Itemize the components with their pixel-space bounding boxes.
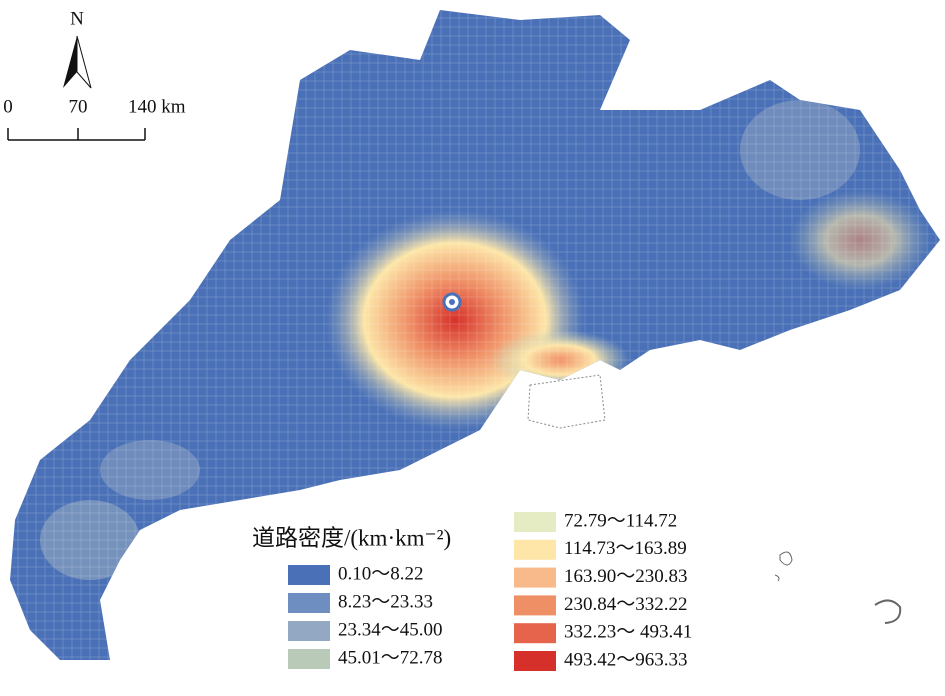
scale-label: 0 [3,96,13,117]
hong-kong-macao-area [527,374,606,429]
city-marker-dot [449,299,455,305]
legend-label: 114.73～163.89 [564,538,687,559]
legend-swatch [514,539,556,560]
legend-label: 493.42～963.33 [564,649,688,670]
legend-swatch [514,567,556,588]
legend-swatch [514,623,556,644]
legend-label: 8.23～23.33 [338,591,433,612]
legend-label: 72.79～114.72 [564,510,677,531]
legend-label: 0.10～8.22 [338,563,424,584]
legend-label: 163.90～230.83 [564,566,688,587]
arrow-right [76,35,92,89]
legend-swatch [514,595,556,616]
legend-title: 道路密度/(km·km⁻²) [252,525,451,550]
scale-bar [7,128,146,141]
legend-label: 332.23～ 493.41 [564,622,692,643]
legend-label: 45.01～72.78 [338,647,443,668]
island [874,599,902,624]
legend-label: 23.34～45.00 [338,619,443,640]
legend-swatch [514,651,556,671]
scale-label: 70 [69,96,88,117]
arrow-left [63,36,77,88]
legend-label: 230.84～332.22 [564,594,688,615]
legend-swatch [288,621,330,641]
legend-swatch [288,593,330,613]
north-arrow: N [63,8,92,89]
legend-swatch [514,512,556,532]
legend: 0.10～8.22 8.23～23.33 23.34～45.00 45.01～72.7… [288,510,692,671]
legend-swatch [288,565,330,585]
legend-swatch [288,649,330,669]
north-label: N [70,8,84,29]
island [774,551,793,582]
scale-label: 140 km [128,96,186,117]
